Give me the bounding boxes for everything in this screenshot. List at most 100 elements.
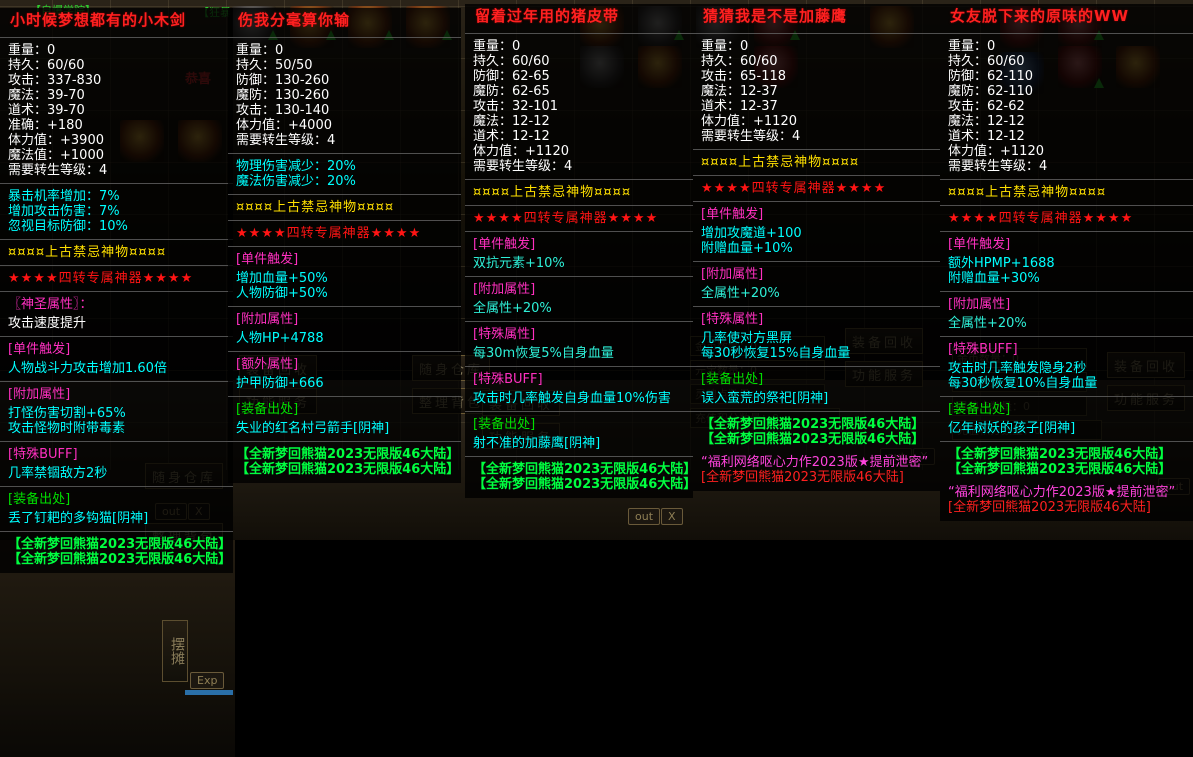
section-header: [装备出处] [473, 417, 536, 432]
ancient-relic-label: ¤¤¤¤上古禁忌神物¤¤¤¤ [701, 155, 860, 170]
stat-value: 12-12 [512, 129, 550, 144]
stat-label: 需要转生等级： [8, 163, 100, 178]
stat-label: 魔防： [236, 88, 276, 103]
stat-label: 体力值： [473, 144, 526, 159]
footer-line: 【全新梦回熊猫2023无限版46大陆】 [8, 537, 232, 552]
ancient-relic-label: ¤¤¤¤上古禁忌神物¤¤¤¤ [236, 200, 395, 215]
ancient-relic-label: ¤¤¤¤上古禁忌神物¤¤¤¤ [8, 245, 167, 260]
section-divider [465, 366, 693, 367]
tooltip-armor-shield: 伤我分毫算你输 重量：0 持久：50/50 防御：130-260 魔防：130-260 攻… [228, 8, 461, 483]
stat-row: 重量：0 [228, 43, 461, 58]
section-line: 全属性+20% [701, 286, 780, 301]
stat-value: 4 [1039, 159, 1048, 174]
stat-label: 需要转生等级： [473, 159, 565, 174]
stat-label: 道术： [701, 99, 741, 114]
footer-divider [940, 441, 1193, 442]
title-divider [940, 33, 1193, 34]
section-divider [228, 396, 461, 397]
stat-row: 持久：50/50 [228, 58, 461, 73]
section-divider [693, 366, 940, 367]
stat-row: 道术：39-70 [0, 103, 233, 118]
promo-gap [940, 477, 1193, 485]
section-line: 射不准的加藤鹰[阴神] [473, 436, 601, 451]
stat-row: 道术：12-12 [940, 129, 1193, 144]
stat-label: 需要转生等级： [701, 129, 793, 144]
stat-value: 12-37 [740, 84, 778, 99]
stat-label: 防御： [948, 69, 988, 84]
section-header: [附加属性] [236, 312, 299, 327]
footer-line: 【全新梦回熊猫2023无限版46大陆】 [236, 462, 460, 477]
section-line: 增加血量+50% [236, 271, 328, 286]
stat-value: 62-110 [987, 84, 1034, 99]
ancient-relic-label: ¤¤¤¤上古禁忌神物¤¤¤¤ [473, 185, 632, 200]
section-header: [特殊属性] [473, 327, 536, 342]
stat-label: 道术： [473, 129, 513, 144]
stat-value: 50/50 [275, 58, 313, 73]
stat-value: 0 [47, 43, 56, 58]
stat-row: 攻击：32-101 [465, 99, 693, 114]
mana-bar [185, 690, 233, 695]
item-title: 女友脱下来的原味的WW [950, 7, 1130, 25]
bottom-pad [940, 515, 1193, 521]
stat-label: 攻击： [473, 99, 513, 114]
section-divider [228, 246, 461, 247]
stat-value: 39-70 [47, 103, 85, 118]
stat-label: 持久： [948, 54, 988, 69]
footer-line: 【全新梦回熊猫2023无限版46大陆】 [473, 477, 697, 492]
stat-label: 魔法： [701, 84, 741, 99]
promo-red-line: [全新梦回熊猫2023无限版46大陆] [701, 470, 904, 485]
stat-label: 魔防： [473, 84, 513, 99]
ancient-divider [228, 194, 461, 195]
out-button-2[interactable]: out [628, 508, 661, 525]
section-line: 额外HPMP+1688 [948, 256, 1055, 271]
section-line: 攻击时几率触发隐身2秒 [948, 361, 1087, 376]
stat-value: 4 [99, 163, 108, 178]
section-header: [附加属性] [8, 387, 71, 402]
stat-label: 道术： [948, 129, 988, 144]
stall-button[interactable]: 摆摊 [162, 620, 188, 682]
bottom-left-panel [0, 540, 235, 757]
stat-row: 重量：0 [0, 43, 233, 58]
section-line: 亿年树妖的孩子[阴神] [948, 421, 1076, 436]
stat-label: 魔法值： [8, 148, 61, 163]
section-line: 全属性+20% [473, 301, 552, 316]
stat-row: 魔法：12-12 [465, 114, 693, 129]
section-header: [单件触发] [236, 252, 299, 267]
stat-row: 体力值：+3900 [0, 133, 233, 148]
section-line: 每30秒恢复15%自身血量 [701, 346, 851, 361]
stat-row: 持久：60/60 [0, 58, 233, 73]
section-header: [附加属性] [701, 267, 764, 282]
stat-label: 持久： [701, 54, 741, 69]
section-line: 几率禁锢敌方2秒 [8, 466, 108, 481]
close-button-2[interactable]: X [661, 508, 683, 525]
stat-value: 32-101 [512, 99, 559, 114]
stat-value: +3900 [60, 133, 104, 148]
stat-row: 攻击：130-140 [228, 103, 461, 118]
stat-value: 0 [987, 39, 996, 54]
section-divider [228, 306, 461, 307]
stat-value: 130-140 [275, 103, 330, 118]
stat-row: 攻击：337-830 [0, 73, 233, 88]
section-divider [0, 486, 233, 487]
section-header: [特殊BUFF] [473, 372, 543, 387]
stat-label: 魔防： [948, 84, 988, 99]
stat-row: 防御：130-260 [228, 73, 461, 88]
stat-value: 130-260 [275, 73, 330, 88]
bottom-pad [693, 485, 940, 491]
tooltip-kato-ring: 猜猜我是不是加藤鹰 重量：0 持久：60/60 攻击：65-118 魔法：12-37 道术… [693, 4, 940, 491]
stat-label: 魔法： [8, 88, 48, 103]
item-title: 小时候梦想都有的小木剑 [10, 11, 187, 29]
section-line: 人物防御+50% [236, 286, 328, 301]
section-header: [特殊属性] [701, 312, 764, 327]
stat-label: 攻击： [701, 69, 741, 84]
section-line: 增加攻魔道+100 [701, 226, 802, 241]
stat-label: 体力值： [236, 118, 289, 133]
stat-label: 体力值： [948, 144, 1001, 159]
stat-row: 魔防：62-65 [465, 84, 693, 99]
stat-label: 重量： [701, 39, 741, 54]
stat-row: 重量：0 [693, 39, 940, 54]
promo-gap [693, 447, 940, 455]
stat-label: 需要转生等级： [236, 133, 328, 148]
stat-label: 重量： [473, 39, 513, 54]
section-line: 攻击怪物时附带毒素 [8, 421, 126, 436]
